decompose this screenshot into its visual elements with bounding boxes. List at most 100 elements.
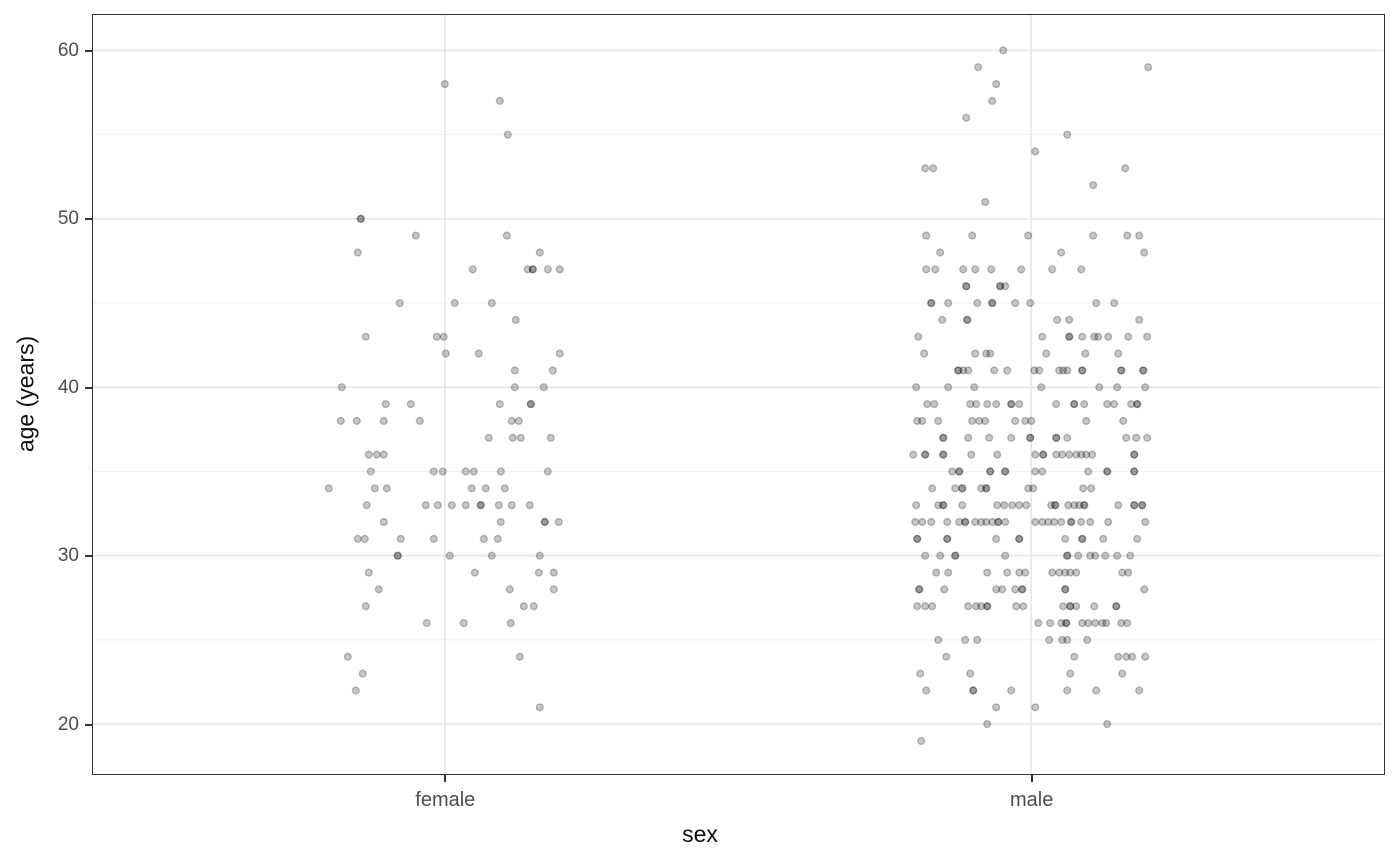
data-point-male [951, 551, 960, 560]
data-point-male [972, 602, 981, 611]
data-point-male [1001, 551, 1010, 560]
data-point-male [959, 366, 968, 375]
data-point-female [381, 400, 390, 409]
data-point-male [971, 517, 980, 527]
data-point-female [396, 534, 405, 543]
data-point-female [364, 568, 373, 577]
data-point-male [1042, 349, 1051, 358]
data-point-female [470, 568, 479, 577]
data-point-male [1057, 248, 1066, 257]
data-point-male [1102, 618, 1111, 628]
data-point-male [992, 79, 1001, 89]
data-point-male [1066, 602, 1075, 611]
data-point-male [1121, 164, 1130, 173]
data-point-male [1017, 265, 1026, 274]
data-point-male [1053, 315, 1062, 324]
data-point-male [994, 517, 1003, 527]
data-point-male [982, 349, 991, 358]
data-point-male [964, 433, 973, 442]
data-point-female [510, 383, 519, 392]
data-point-male [977, 517, 986, 527]
data-point-male [1126, 551, 1135, 560]
data-point-male [1122, 433, 1131, 442]
data-point-male [1063, 551, 1072, 560]
data-point-male [1104, 517, 1113, 527]
data-point-male [1047, 501, 1056, 510]
data-point-female [539, 383, 548, 392]
data-point-male [1139, 366, 1148, 375]
data-point-female [487, 551, 496, 560]
data-point-female [487, 298, 496, 308]
data-point-male [1067, 517, 1076, 527]
plot-canvas [93, 15, 1383, 773]
data-point-male [992, 534, 1001, 543]
data-point-female [494, 501, 503, 510]
data-point-female [503, 130, 512, 139]
data-point-male [998, 585, 1007, 594]
data-point-male [975, 416, 984, 426]
data-point-female [534, 568, 543, 577]
data-point-male [1135, 686, 1144, 695]
data-point-male [1082, 416, 1091, 426]
data-point-male [1063, 433, 1072, 442]
data-point-female [358, 669, 367, 678]
data-point-male [1007, 433, 1016, 442]
data-point-male [982, 484, 991, 493]
data-point-male [934, 416, 943, 426]
data-point-female [535, 248, 544, 257]
data-point-male [967, 450, 976, 459]
data-point-female [528, 265, 537, 274]
data-point-male [943, 534, 952, 543]
data-point-male [1130, 450, 1139, 459]
data-point-male [1001, 282, 1010, 291]
data-point-male [1114, 501, 1123, 510]
data-point-male [1052, 400, 1061, 409]
data-point-male [913, 416, 922, 426]
data-point-female [496, 467, 505, 476]
data-point-male [918, 517, 927, 527]
data-point-male [963, 315, 972, 324]
data-point-male [1081, 349, 1090, 358]
data-point-female [382, 484, 391, 493]
data-point-female [467, 484, 476, 493]
data-point-male [981, 416, 990, 426]
data-point-male [999, 46, 1008, 55]
data-point-female [337, 383, 346, 392]
data-point-male [982, 484, 991, 493]
data-point-male [1110, 298, 1119, 308]
data-point-male [913, 602, 922, 611]
data-point-male [1098, 618, 1107, 628]
data-point-female [364, 450, 373, 459]
data-point-male [1141, 517, 1150, 527]
data-point-female [353, 534, 362, 543]
data-point-male [1044, 517, 1053, 527]
data-point-male [1027, 416, 1036, 426]
data-point-male [1138, 501, 1147, 510]
data-point-male [930, 400, 939, 409]
data-point-male [993, 450, 1002, 459]
y-tick-mark [85, 218, 92, 221]
data-point-female [379, 517, 388, 527]
data-point-male [1089, 181, 1098, 190]
data-point-male [955, 467, 964, 476]
data-point-male [911, 517, 920, 527]
data-point-male [1112, 602, 1121, 611]
data-point-female [461, 501, 470, 510]
data-point-male [1011, 298, 1020, 308]
data-point-male [1138, 501, 1147, 510]
data-point-male [921, 450, 930, 459]
data-point-male [928, 484, 937, 493]
data-point-male [962, 282, 971, 291]
data-point-male [1084, 618, 1093, 628]
data-point-female [515, 652, 524, 661]
data-point-male [1058, 635, 1067, 645]
data-point-male [1061, 585, 1070, 594]
data-point-male [921, 164, 930, 173]
data-point-female [433, 501, 442, 510]
data-point-female [429, 467, 438, 476]
data-point-female [528, 265, 537, 274]
data-point-male [964, 366, 973, 375]
data-point-male [1052, 450, 1061, 459]
data-point-male [1117, 366, 1126, 375]
